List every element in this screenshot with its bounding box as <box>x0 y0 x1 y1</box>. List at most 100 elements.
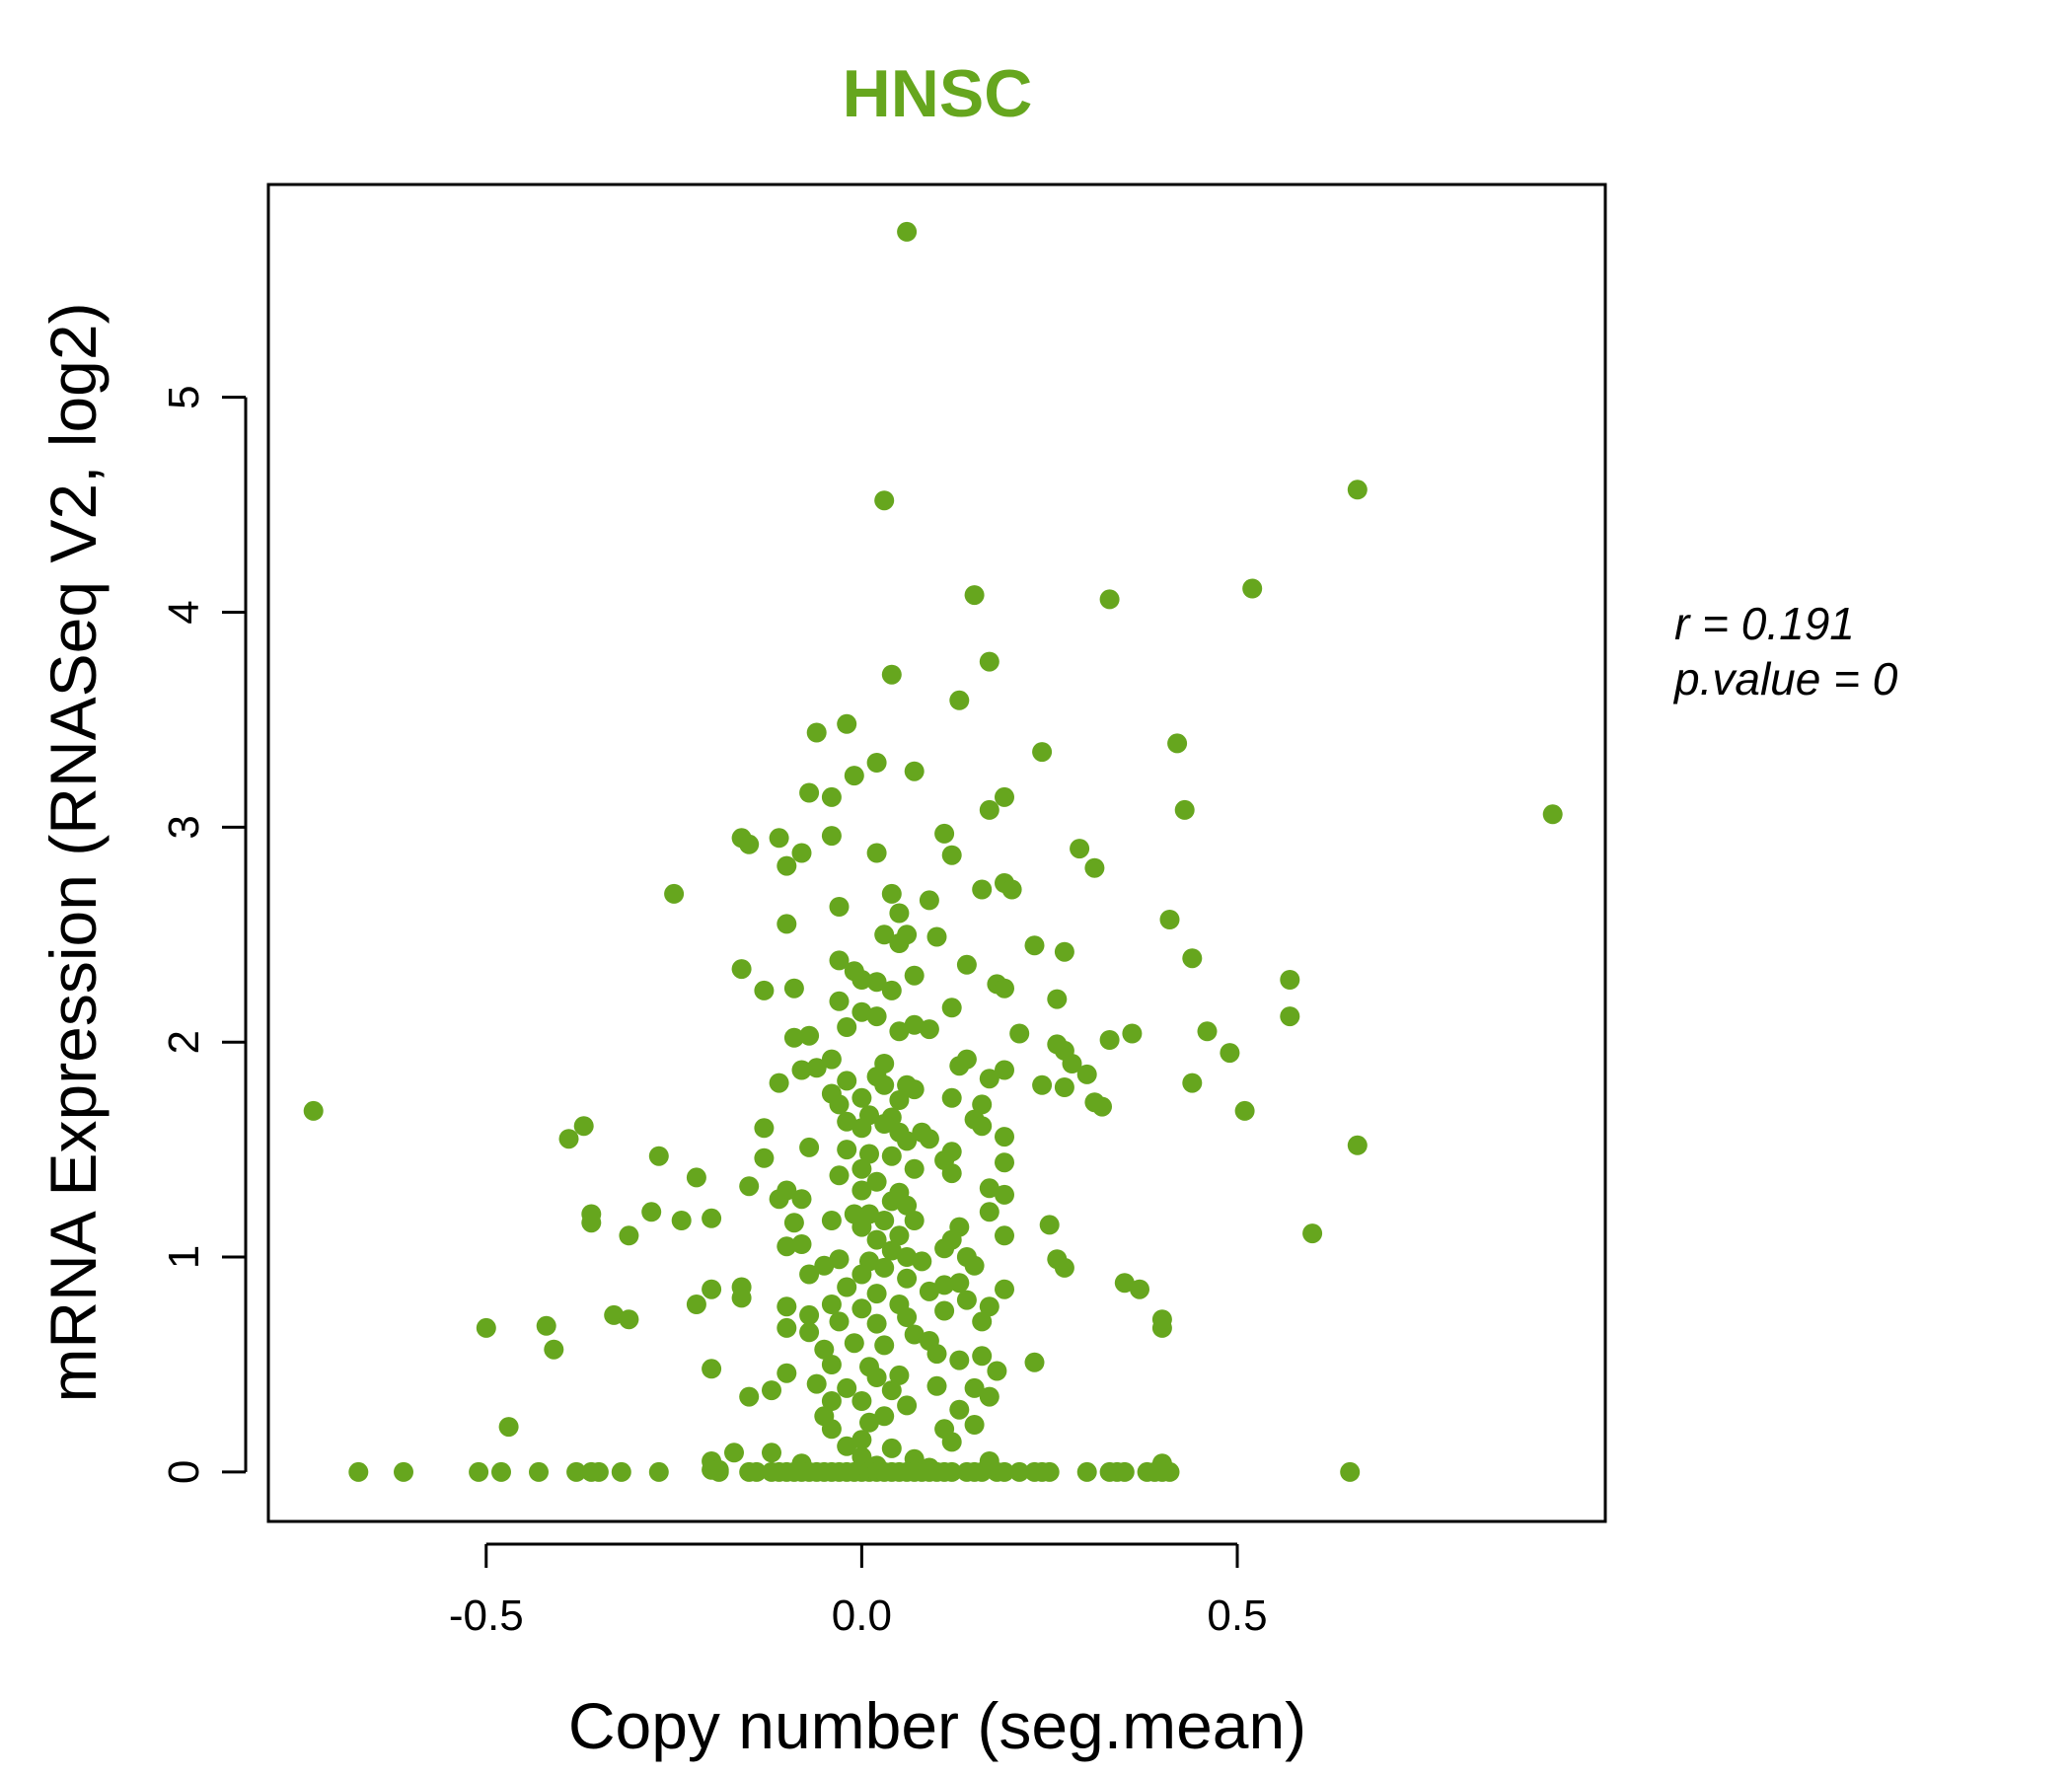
data-point <box>791 1060 812 1080</box>
data-point <box>972 1346 993 1367</box>
data-point <box>956 954 977 975</box>
y-axis: 0 1 2 3 4 5 <box>160 385 248 1484</box>
data-point <box>754 980 775 1000</box>
data-point <box>889 1090 910 1110</box>
data-point <box>1024 1352 1045 1372</box>
data-point <box>783 1027 804 1048</box>
data-point <box>783 978 804 999</box>
data-point <box>866 972 887 993</box>
data-point <box>821 786 842 807</box>
data-point <box>529 1461 549 1482</box>
data-point <box>769 828 789 849</box>
data-point <box>1032 1074 1053 1095</box>
data-point <box>1130 1279 1149 1299</box>
data-point <box>972 1116 993 1137</box>
data-point <box>641 1202 662 1222</box>
data-point <box>821 1211 842 1230</box>
data-point <box>777 1317 797 1338</box>
x-axis-label: Copy number (seg.mean) <box>568 1689 1306 1762</box>
data-point <box>979 1178 999 1199</box>
data-point <box>791 1234 812 1254</box>
data-point <box>904 1211 925 1230</box>
data-point <box>1054 941 1074 962</box>
data-point <box>964 1377 985 1398</box>
data-point <box>919 1281 939 1301</box>
data-point <box>799 782 820 803</box>
data-point <box>956 1290 977 1310</box>
data-point <box>1280 1006 1300 1027</box>
data-point <box>829 1165 850 1186</box>
data-point <box>889 1365 910 1385</box>
data-point <box>1054 1257 1074 1278</box>
data-point <box>1114 1273 1135 1294</box>
data-point <box>926 1344 947 1365</box>
data-point <box>648 1461 669 1482</box>
data-point <box>904 1079 925 1100</box>
data-point <box>941 845 962 865</box>
data-point <box>844 766 864 786</box>
data-point <box>904 761 925 781</box>
data-point <box>1114 1461 1135 1482</box>
data-point <box>979 799 999 820</box>
data-point <box>897 1247 918 1267</box>
data-point <box>897 1195 918 1216</box>
data-point <box>881 1191 902 1212</box>
data-point <box>1099 1030 1120 1050</box>
data-point <box>619 1225 639 1246</box>
data-point <box>791 1189 812 1210</box>
data-point <box>829 950 850 971</box>
data-point <box>1054 1077 1074 1097</box>
data-point <box>964 1415 985 1435</box>
data-point <box>851 1217 872 1237</box>
data-point <box>1234 1100 1255 1121</box>
data-point <box>1159 1461 1180 1482</box>
data-point <box>1047 989 1068 1009</box>
data-point <box>777 1296 797 1317</box>
data-point <box>881 980 902 1000</box>
data-point <box>821 1295 842 1314</box>
data-point <box>829 897 850 917</box>
data-point <box>581 1213 602 1233</box>
data-point <box>912 1251 932 1272</box>
data-point <box>821 826 842 847</box>
data-point <box>544 1339 564 1360</box>
data-point <box>851 1264 872 1285</box>
data-point <box>1024 935 1045 956</box>
data-point <box>1302 1223 1323 1244</box>
data-point <box>874 1257 895 1278</box>
data-point <box>995 1279 1014 1299</box>
data-point <box>806 1058 827 1078</box>
data-point <box>995 1184 1014 1205</box>
data-point <box>881 1240 902 1261</box>
data-point <box>724 1443 744 1463</box>
data-point <box>851 1391 872 1411</box>
data-point <box>874 1406 895 1427</box>
data-point <box>821 1049 842 1070</box>
data-point <box>821 1391 842 1411</box>
data-point <box>1542 804 1563 825</box>
data-point <box>964 1255 985 1276</box>
data-point <box>702 1208 722 1228</box>
y-tick-label: 3 <box>160 815 208 839</box>
data-point <box>777 1236 797 1257</box>
data-point <box>837 1071 857 1091</box>
data-point <box>708 1461 729 1482</box>
data-point <box>919 1129 939 1149</box>
data-point <box>791 843 812 863</box>
data-point <box>979 1386 999 1407</box>
data-point <box>1084 857 1105 878</box>
data-point <box>777 1363 797 1383</box>
x-tick-label: 0.5 <box>1207 1591 1267 1640</box>
data-point <box>777 914 797 934</box>
data-point <box>469 1461 489 1482</box>
data-point <box>934 1238 955 1259</box>
data-point <box>995 1060 1014 1080</box>
data-point <box>783 1213 804 1233</box>
data-point <box>837 1377 857 1398</box>
data-point <box>881 883 902 904</box>
data-point <box>686 1167 706 1188</box>
data-point <box>746 1461 767 1482</box>
data-point <box>1039 1461 1060 1482</box>
data-point <box>837 1140 857 1160</box>
